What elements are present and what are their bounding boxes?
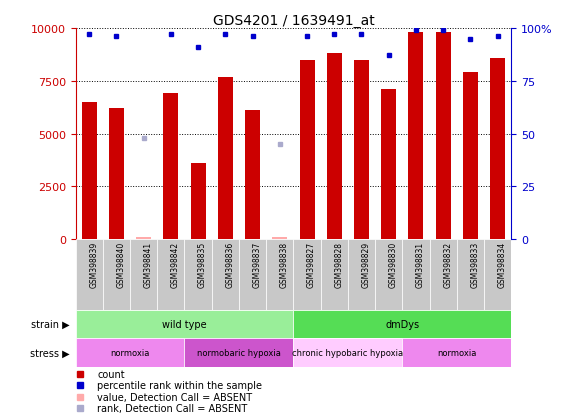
Bar [211, 240, 239, 310]
Text: GSM398835: GSM398835 [198, 242, 207, 288]
Bar [381, 90, 396, 240]
Bar [76, 339, 185, 368]
Bar [266, 240, 293, 310]
Bar [109, 109, 124, 240]
Text: GSM398827: GSM398827 [307, 242, 316, 288]
Bar [457, 240, 484, 310]
Text: GSM398840: GSM398840 [116, 242, 125, 288]
Bar [327, 54, 342, 240]
Bar [463, 73, 478, 240]
Bar [436, 33, 451, 240]
Text: normoxia: normoxia [110, 349, 150, 358]
Text: normobaric hypoxia: normobaric hypoxia [197, 349, 281, 358]
Bar [293, 339, 402, 368]
Text: GSM398842: GSM398842 [171, 242, 180, 288]
Bar [490, 58, 505, 240]
Bar [402, 339, 511, 368]
Text: GSM398829: GSM398829 [361, 242, 371, 288]
Bar [293, 240, 321, 310]
Bar [76, 310, 293, 339]
Bar [239, 240, 266, 310]
Text: count: count [98, 369, 125, 379]
Bar [375, 240, 402, 310]
Text: value, Detection Call = ABSENT: value, Detection Call = ABSENT [98, 392, 252, 402]
Bar [245, 111, 260, 240]
Bar [321, 240, 348, 310]
Text: normoxia: normoxia [437, 349, 476, 358]
Bar [103, 240, 130, 310]
Bar [185, 240, 211, 310]
Bar [185, 339, 293, 368]
Text: stress ▶: stress ▶ [30, 348, 70, 358]
Bar [354, 61, 369, 240]
Text: GSM398836: GSM398836 [225, 242, 234, 288]
Text: GSM398828: GSM398828 [334, 242, 343, 287]
Text: wild type: wild type [162, 319, 207, 329]
Text: rank, Detection Call = ABSENT: rank, Detection Call = ABSENT [98, 404, 248, 413]
Bar [408, 33, 424, 240]
Bar [293, 310, 511, 339]
Bar [429, 240, 457, 310]
Bar [402, 240, 429, 310]
Text: strain ▶: strain ▶ [31, 319, 70, 329]
Bar [76, 240, 103, 310]
Bar [130, 240, 157, 310]
Text: dmDys: dmDys [385, 319, 419, 329]
Bar [157, 240, 185, 310]
Bar [300, 61, 314, 240]
Text: GSM398841: GSM398841 [144, 242, 153, 288]
Bar [136, 238, 151, 240]
Bar [163, 94, 178, 240]
Bar [82, 102, 96, 240]
Text: GSM398833: GSM398833 [471, 242, 479, 288]
Bar [484, 240, 511, 310]
Text: GSM398832: GSM398832 [443, 242, 452, 288]
Text: chronic hypobaric hypoxia: chronic hypobaric hypoxia [292, 349, 403, 358]
Text: GSM398830: GSM398830 [389, 242, 398, 288]
Bar [348, 240, 375, 310]
Text: GSM398831: GSM398831 [416, 242, 425, 288]
Bar [218, 77, 233, 240]
Text: GSM398834: GSM398834 [498, 242, 507, 288]
Bar [272, 238, 287, 240]
Text: percentile rank within the sample: percentile rank within the sample [98, 380, 262, 390]
Bar [191, 164, 206, 240]
Text: GSM398838: GSM398838 [280, 242, 289, 288]
Title: GDS4201 / 1639491_at: GDS4201 / 1639491_at [213, 14, 374, 28]
Text: GSM398839: GSM398839 [89, 242, 98, 288]
Text: GSM398837: GSM398837 [253, 242, 261, 288]
